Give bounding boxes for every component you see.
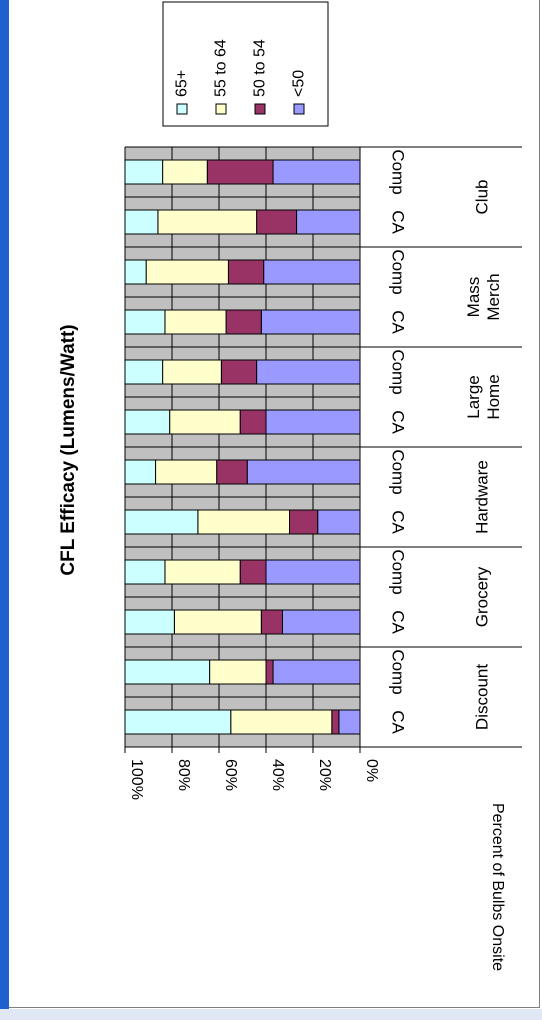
group-label: Club [473,180,492,215]
bar-segment [162,359,222,385]
bar-segment [239,409,267,435]
y-axis-ticks: 0% 20% 40% 60% 80% 100% [124,747,380,800]
bar-label: CA [389,710,408,734]
bar-segment [225,309,262,335]
bar-label: CA [389,410,408,434]
legend-swatch [176,103,188,115]
legend-label: 50 to 54 [252,39,269,97]
chart-title: CFL Efficacy (Lumens/Watt) [58,324,79,575]
bar-segment [124,609,175,635]
bar-segment [281,609,361,635]
legend-swatch [293,103,305,115]
bar-segment [230,709,333,735]
bar-label: Comp [389,649,408,694]
y-tick-label: 80% [175,759,192,791]
bar-segment [272,159,361,185]
bar-label: Comp [389,549,408,594]
bar-segment [289,509,319,535]
y-tick-label: 40% [269,759,286,791]
legend-label: 65+ [174,70,191,97]
group-label: MassMerch [464,273,503,320]
bar-segment [164,559,241,585]
legend-swatch [254,103,266,115]
bar-segment [145,259,229,285]
bar-segment [124,259,147,285]
bar-segment [220,359,258,385]
bar-label: CA [389,310,408,334]
legend: 65+ 55 to 64 50 to 54 <50 [162,1,329,127]
bar-segment [169,409,241,435]
bar-segment [227,259,265,285]
bar-segment [124,659,211,685]
bar-segment [197,509,291,535]
window-left-edge [0,0,9,1020]
bar-segment [260,609,283,635]
bar-segment [265,659,274,685]
bar-segment [216,459,248,485]
bar-segment [124,309,166,335]
y-axis-label: Percent of Bulbs Onsite [489,803,506,971]
bar-segment [124,459,157,485]
bar-segment [157,209,258,235]
bar-segment [124,209,159,235]
bar-segment [206,159,274,185]
bar-segment [263,259,361,285]
bar-segment [209,659,267,685]
group-label: Hardware [473,460,492,534]
bar-segment [164,309,227,335]
bar-segment [265,409,361,435]
bar-segment [246,459,361,485]
window-bottom-edge [0,1009,542,1020]
bar-segment [260,309,361,335]
bar-label: Comp [389,449,408,494]
bar-label: CA [389,210,408,234]
bars [124,159,361,735]
bar-segment [331,709,340,735]
bar-segment [338,709,361,735]
bar-label: Comp [389,149,408,194]
bar-segment [317,509,361,535]
bar-segment [124,359,164,385]
bar-segment [256,359,361,385]
y-tick-label: 100% [128,759,145,800]
group-label: Grocery [473,566,492,627]
legend-label: 55 to 64 [213,39,230,97]
bar-segment [173,609,262,635]
bar-segment [162,159,208,185]
bar-label: CA [389,610,408,634]
legend-swatch [215,103,227,115]
bar-label: Comp [389,349,408,394]
chart-frame [9,0,540,1008]
bar-segment [155,459,218,485]
x-axis-categories: CA Comp Discount CA Comp Grocery CA Comp Hardwar… [360,146,522,748]
bar-segment [256,209,298,235]
group-label: LargeHome [464,374,503,419]
legend-label: <50 [291,70,308,97]
bar-segment [124,159,164,185]
bar-label: Comp [389,249,408,294]
bar-segment [124,709,232,735]
bar-label: CA [389,510,408,534]
y-tick-label: 20% [316,759,333,791]
group-label: Discount [473,664,492,730]
y-tick-label: 0% [363,759,380,782]
bar-segment [239,559,267,585]
bar-segment [124,509,199,535]
bar-segment [272,659,361,685]
bar-segment [265,559,361,585]
bar-segment [296,209,361,235]
bar-segment [124,409,171,435]
y-tick-label: 60% [222,759,239,791]
bar-segment [124,559,166,585]
